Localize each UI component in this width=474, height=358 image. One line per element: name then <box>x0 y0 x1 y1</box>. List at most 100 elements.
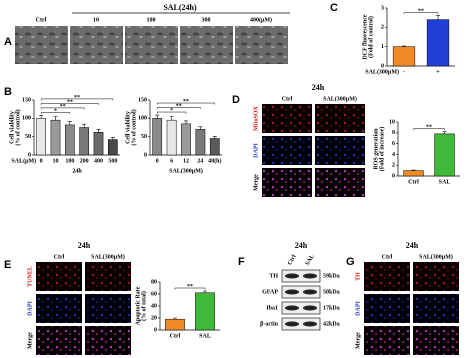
significance-label: ** <box>74 95 80 101</box>
significance-bracket <box>40 112 71 114</box>
error-bar <box>436 15 440 20</box>
y-tick-label: 6 <box>392 141 395 147</box>
error-bar <box>173 317 177 320</box>
x-tick-label: SAL <box>439 179 451 185</box>
significance-label: ** <box>418 9 424 15</box>
significance-bracket <box>174 287 206 290</box>
column-label: Ctrl <box>54 254 65 260</box>
y-tick-label: 2 <box>392 163 395 169</box>
panel-label: D <box>232 94 240 106</box>
group-label: SAL(300μM) <box>169 167 203 174</box>
x-tick-label: Ctrl <box>408 179 419 185</box>
significance-bracket <box>413 128 445 131</box>
significance-label: ** <box>60 104 66 110</box>
error-bar <box>155 114 160 119</box>
row-label: MitoSOX <box>253 106 259 131</box>
micrograph <box>36 326 82 355</box>
column-label: Ctrl <box>36 17 47 23</box>
row-label: Merge <box>27 332 33 349</box>
y-tick-label: 80 <box>151 279 157 285</box>
micrograph <box>315 168 365 197</box>
x-tick-label: 100 <box>65 158 74 164</box>
row-label: β-actin <box>260 321 278 327</box>
error-bar <box>184 120 188 124</box>
error-bar <box>82 123 87 128</box>
y-tick-label: 150 <box>138 97 147 103</box>
micrograph <box>36 262 82 291</box>
micrograph <box>180 26 233 64</box>
error-bar <box>39 115 44 119</box>
significance-bracket <box>156 102 216 105</box>
column-label: 10 <box>93 17 99 23</box>
y-axis-label: ROS generation <box>373 128 379 170</box>
bar <box>93 132 104 156</box>
y-tick-label: 2 <box>381 25 384 31</box>
micrograph <box>125 26 178 64</box>
panel-label: F <box>238 256 245 268</box>
error-bar <box>203 290 207 293</box>
significance-label: * <box>54 108 57 114</box>
size-label: 17kDa <box>323 305 340 311</box>
micrograph <box>413 326 459 355</box>
significance-label: ** <box>176 103 182 109</box>
micrograph <box>235 26 288 64</box>
size-label: 42kDa <box>323 321 340 327</box>
bar <box>79 127 90 156</box>
y-tick-label: 150 <box>22 97 31 103</box>
blot-band <box>285 273 299 279</box>
column-label: SAL(300μM) <box>419 253 453 260</box>
bar <box>195 292 215 331</box>
micrograph <box>413 294 459 323</box>
panel-header: 24h <box>78 241 91 250</box>
bar <box>152 118 163 156</box>
micrograph <box>315 136 365 165</box>
micrograph <box>85 326 131 355</box>
bar <box>392 46 416 67</box>
x-tick-label: 200 <box>80 158 89 164</box>
significance-bracket <box>40 98 114 101</box>
x-tick-label: 48(h) <box>208 157 221 164</box>
significance-label: ** <box>187 284 193 290</box>
error-bar <box>53 116 58 121</box>
bar <box>434 133 455 177</box>
blot-strip <box>281 269 321 283</box>
micrograph <box>262 168 312 197</box>
y-axis-label: Cell viability <box>125 111 131 144</box>
significance-bracket <box>40 103 99 105</box>
size-label: 59kDa <box>323 273 340 279</box>
significance-label: ** <box>67 99 73 105</box>
y-tick-label: 0 <box>28 152 31 158</box>
error-bar <box>212 136 217 139</box>
y-axis-label: (% of control) <box>130 109 137 145</box>
micrograph <box>364 262 410 291</box>
error-bar <box>169 116 174 121</box>
row-label: Iba1 <box>266 305 278 311</box>
error-bar <box>442 131 447 134</box>
significance-bracket <box>156 111 187 114</box>
y-tick-label: 0 <box>144 152 147 158</box>
micrograph <box>262 104 312 133</box>
bar <box>209 138 220 156</box>
y-tick-label: 0 <box>392 173 395 179</box>
y-axis-label: (% of control) <box>14 109 21 145</box>
y-tick-label: 0 <box>381 63 384 69</box>
micrograph <box>85 262 131 291</box>
x-tick-label: 500 <box>108 158 117 164</box>
error-bar <box>110 137 115 140</box>
micrograph <box>85 294 131 323</box>
significance-label: ** <box>183 99 189 105</box>
micrograph <box>364 326 410 355</box>
blot-band <box>303 305 317 311</box>
row-label: GFAP <box>262 289 278 295</box>
x-tick-label: 0 <box>156 158 159 164</box>
micrograph <box>36 294 82 323</box>
micrograph <box>15 26 68 64</box>
column-label: 400(μM) <box>250 16 272 23</box>
y-axis-label: DCF fluorescence <box>362 14 368 59</box>
significance-bracket <box>40 107 85 110</box>
micrograph <box>315 104 365 133</box>
bar <box>64 124 75 156</box>
size-label: 50kDa <box>323 289 340 295</box>
panel-label: A <box>4 36 12 48</box>
